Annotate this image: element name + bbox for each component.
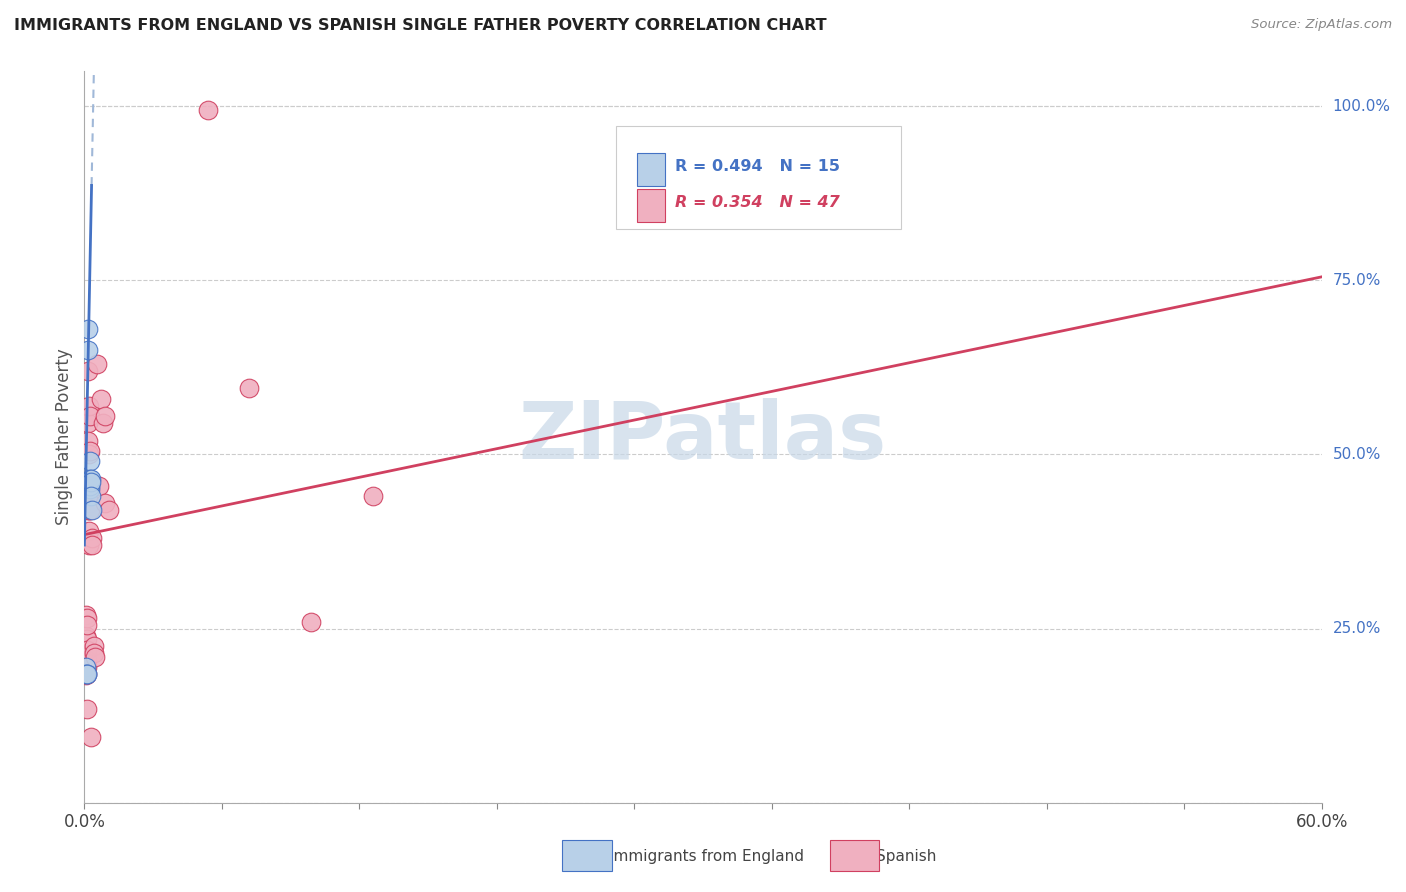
- Point: [77, 416, 100, 430]
- Point: [79, 503, 101, 517]
- Text: 100.0%: 100.0%: [1333, 99, 1391, 113]
- Point: [77, 448, 100, 462]
- Point: [80, 503, 103, 517]
- Point: [75, 660, 97, 674]
- Text: 75.0%: 75.0%: [1333, 273, 1381, 288]
- Point: [79, 496, 101, 510]
- Point: [76, 611, 98, 625]
- Text: Source: ZipAtlas.com: Source: ZipAtlas.com: [1251, 18, 1392, 31]
- Point: [79, 472, 101, 486]
- Point: [75, 668, 97, 682]
- Point: [238, 381, 260, 395]
- Point: [75, 629, 97, 643]
- Point: [87, 479, 110, 493]
- Point: [86, 357, 108, 371]
- Point: [75, 667, 97, 681]
- Point: [90, 392, 112, 406]
- Point: [77, 496, 100, 510]
- FancyBboxPatch shape: [637, 153, 665, 186]
- Point: [75, 660, 97, 674]
- Text: ZIPatlas: ZIPatlas: [519, 398, 887, 476]
- Point: [79, 479, 101, 493]
- Text: Immigrants from England: Immigrants from England: [609, 849, 804, 863]
- Point: [94, 496, 117, 510]
- Point: [77, 343, 100, 357]
- Point: [76, 642, 98, 657]
- Text: Spanish: Spanish: [876, 849, 936, 863]
- Point: [79, 472, 101, 486]
- Point: [77, 538, 100, 552]
- Point: [77, 496, 100, 510]
- Point: [79, 475, 101, 490]
- Point: [83, 639, 105, 653]
- Point: [77, 434, 100, 448]
- Point: [79, 483, 101, 497]
- Point: [79, 454, 101, 468]
- Point: [94, 409, 117, 424]
- Point: [91, 416, 114, 430]
- Point: [83, 649, 105, 664]
- Point: [75, 607, 97, 622]
- Point: [76, 667, 98, 681]
- Text: R = 0.354   N = 47: R = 0.354 N = 47: [675, 194, 839, 210]
- Point: [76, 618, 98, 632]
- Point: [76, 702, 98, 716]
- Point: [80, 475, 103, 490]
- FancyBboxPatch shape: [637, 189, 665, 222]
- Point: [77, 364, 100, 378]
- Point: [76, 667, 98, 681]
- Point: [77, 524, 100, 538]
- Point: [197, 103, 219, 117]
- Point: [83, 646, 105, 660]
- Point: [98, 503, 121, 517]
- Point: [79, 730, 101, 744]
- Point: [80, 538, 103, 552]
- Point: [77, 322, 100, 336]
- Text: 25.0%: 25.0%: [1333, 621, 1381, 636]
- Point: [299, 615, 322, 629]
- Point: [77, 399, 100, 413]
- Text: IMMIGRANTS FROM ENGLAND VS SPANISH SINGLE FATHER POVERTY CORRELATION CHART: IMMIGRANTS FROM ENGLAND VS SPANISH SINGL…: [14, 18, 827, 33]
- Text: R = 0.494   N = 15: R = 0.494 N = 15: [675, 159, 839, 174]
- Point: [361, 489, 384, 503]
- Point: [79, 409, 101, 424]
- Point: [80, 531, 103, 545]
- Point: [79, 444, 101, 458]
- Point: [77, 503, 100, 517]
- Y-axis label: Single Father Poverty: Single Father Poverty: [55, 349, 73, 525]
- Point: [76, 632, 98, 646]
- Point: [76, 653, 98, 667]
- FancyBboxPatch shape: [616, 126, 901, 228]
- Point: [75, 667, 97, 681]
- Point: [77, 503, 100, 517]
- Point: [76, 660, 98, 674]
- Point: [76, 667, 98, 681]
- Point: [77, 479, 100, 493]
- Point: [80, 489, 103, 503]
- Point: [79, 483, 101, 497]
- Text: 50.0%: 50.0%: [1333, 447, 1381, 462]
